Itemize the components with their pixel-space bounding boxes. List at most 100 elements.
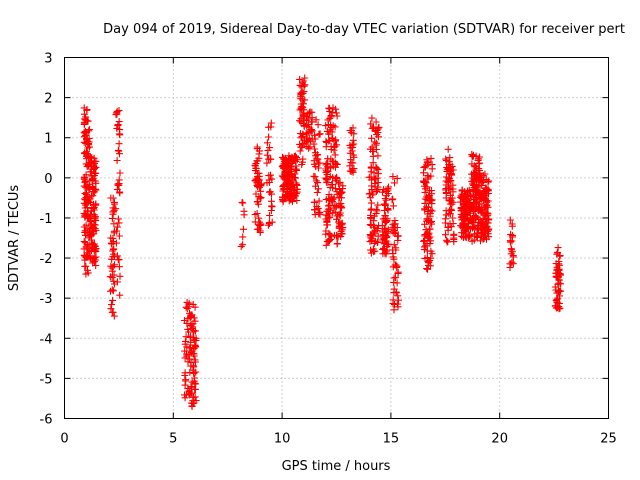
data-point (112, 205, 120, 213)
data-point (394, 292, 402, 300)
data-point (187, 332, 194, 340)
data-point (92, 186, 100, 194)
data-point (368, 134, 376, 142)
data-point (389, 253, 397, 261)
data-point (323, 218, 331, 226)
data-point (115, 256, 123, 264)
data-point (293, 156, 301, 164)
data-point (450, 230, 458, 238)
data-point (116, 188, 123, 196)
data-point (477, 192, 485, 200)
data-point (327, 124, 335, 131)
data-point (468, 151, 476, 158)
data-point (279, 197, 287, 205)
data-point (113, 107, 121, 115)
data-point (322, 241, 330, 249)
data-point (297, 134, 305, 142)
data-point (427, 196, 435, 203)
data-point (371, 138, 379, 146)
data-point (474, 155, 482, 163)
data-point (91, 160, 98, 167)
data-point (239, 199, 247, 207)
data-point (443, 236, 451, 244)
data-point (107, 287, 114, 295)
data-point (89, 174, 97, 182)
y-tick-label: 3 (44, 52, 52, 67)
data-point (479, 216, 487, 224)
data-point (106, 273, 114, 281)
data-point (420, 169, 427, 177)
data-point (284, 159, 292, 167)
data-point (301, 81, 309, 89)
data-point (83, 150, 91, 158)
data-point (335, 210, 343, 218)
data-point (280, 164, 288, 172)
data-point (115, 140, 123, 148)
data-point (263, 179, 271, 187)
data-point (485, 233, 493, 241)
data-point (110, 198, 118, 206)
data-point (333, 240, 341, 248)
data-point (384, 226, 392, 234)
data-point (325, 229, 333, 237)
data-point (378, 236, 386, 244)
data-point (190, 327, 198, 334)
data-point (427, 154, 435, 162)
data-point (300, 82, 308, 90)
data-point (372, 118, 380, 126)
data-point (87, 218, 95, 226)
data-point (256, 222, 263, 229)
data-point (462, 232, 470, 240)
data-point (392, 289, 400, 297)
data-point (327, 113, 335, 121)
data-point (460, 212, 468, 220)
data-point (365, 190, 373, 198)
data-point (468, 217, 475, 225)
data-point (509, 253, 517, 261)
data-point (465, 186, 473, 194)
data-point (328, 128, 336, 136)
data-point (367, 232, 374, 240)
data-point (390, 279, 398, 286)
data-point (192, 397, 200, 405)
data-point (297, 90, 305, 98)
data-point (442, 190, 450, 197)
data-point (188, 384, 195, 392)
data-point (81, 190, 89, 197)
data-point (84, 144, 92, 152)
data-point (459, 213, 467, 221)
data-point (336, 188, 344, 196)
data-point (81, 127, 89, 135)
y-axis-label: SDTVAR / TECUs (7, 185, 22, 292)
data-point (82, 191, 90, 199)
data-point (115, 219, 123, 227)
data-point (112, 239, 120, 247)
data-point (82, 116, 89, 124)
data-point (327, 146, 335, 153)
data-point (424, 257, 432, 265)
data-point (82, 212, 90, 220)
data-point (314, 185, 322, 193)
data-point (394, 268, 402, 276)
data-point (293, 188, 301, 196)
data-point (266, 188, 273, 196)
data-point (111, 261, 118, 269)
data-point (442, 157, 450, 164)
data-point (460, 193, 468, 201)
data-point (280, 181, 288, 189)
data-point (471, 184, 479, 191)
data-point (297, 115, 305, 123)
data-point (116, 131, 124, 139)
data-point (367, 173, 375, 181)
data-point (268, 203, 276, 211)
data-point (301, 74, 309, 82)
data-point (482, 201, 490, 209)
data-point (369, 123, 377, 131)
data-point (89, 192, 97, 200)
data-point (116, 291, 124, 299)
data-point (328, 181, 336, 188)
data-point (80, 104, 88, 112)
data-point (108, 301, 115, 309)
data-point (374, 201, 382, 209)
data-point (427, 206, 435, 214)
